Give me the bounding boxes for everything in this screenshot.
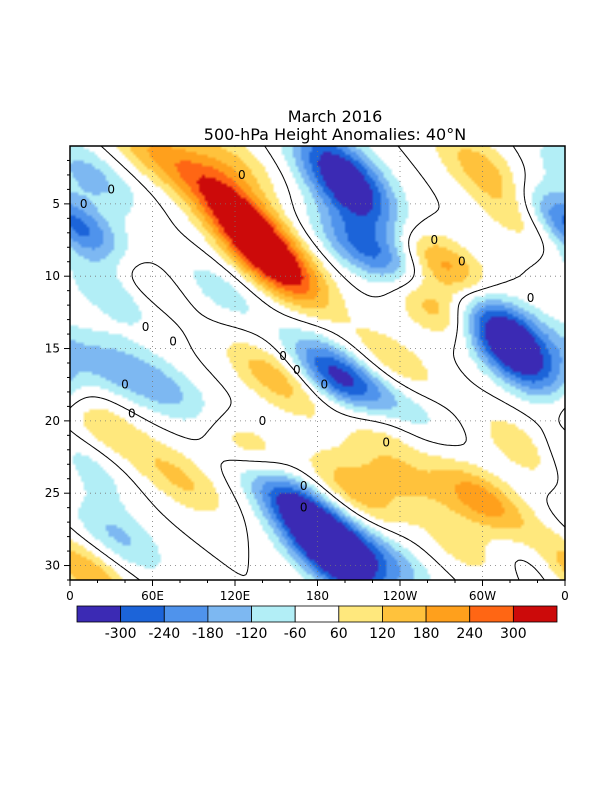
x-tick-label: 120W <box>383 589 418 603</box>
contour-label: 0 <box>321 378 329 392</box>
colorbar-label: -240 <box>148 626 180 642</box>
x-tick-label: 180 <box>306 589 329 603</box>
colorbar-swatch <box>338 605 383 623</box>
y-tick-label: 5 <box>52 197 60 211</box>
colorbar-label: -60 <box>284 626 307 642</box>
x-tick-label: 0 <box>561 589 569 603</box>
contour-label: 0 <box>279 349 287 363</box>
colorbar-label: 60 <box>330 626 348 642</box>
contour-label: 0 <box>169 334 177 348</box>
y-tick-label: 15 <box>45 342 60 356</box>
contour-label: 0 <box>259 414 267 428</box>
x-tick-label: 60E <box>141 589 164 603</box>
contour-label: 0 <box>128 407 136 421</box>
zero-contour-line <box>70 146 565 580</box>
chart-title: March 2016 <box>288 107 383 126</box>
x-tick-label: 120E <box>220 589 251 603</box>
colorbar-swatch <box>425 605 471 623</box>
colorbar-swatch <box>163 605 209 623</box>
colorbar: -300 -240 -180 -120 -60 60 120 180 240 300 <box>76 605 558 642</box>
y-tick-label: 10 <box>45 269 60 283</box>
contour-label: 0 <box>458 255 466 269</box>
colorbar-label: 120 <box>369 626 396 642</box>
contour-label: 0 <box>431 233 439 247</box>
colorbar-swatch <box>469 605 514 623</box>
colorbar-swatch <box>294 605 340 623</box>
colorbar-swatch <box>382 605 427 623</box>
anomaly-field <box>70 146 565 580</box>
chart-subtitle: 500-hPa Height Anomalies: 40°N <box>204 125 466 144</box>
colorbar-label: 300 <box>500 626 527 642</box>
contour-label: 0 <box>107 182 115 196</box>
contour-label: 0 <box>382 436 390 450</box>
y-axis: 5 10 15 20 25 30 <box>45 159 70 581</box>
colorbar-label: 180 <box>413 626 440 642</box>
colorbar-label: -300 <box>105 626 137 642</box>
contour-label: 0 <box>238 168 246 182</box>
contour-label: 0 <box>121 378 129 392</box>
colorbar-swatch <box>207 605 252 623</box>
y-tick-label: 20 <box>45 414 60 428</box>
x-tick-label: 60W <box>469 589 496 603</box>
colorbar-swatch <box>120 605 165 623</box>
colorbar-swatch <box>251 605 296 623</box>
y-tick-label: 30 <box>45 559 60 573</box>
x-tick-label: 0 <box>66 589 74 603</box>
colorbar-label: -180 <box>192 626 224 642</box>
x-axis: 0 60E 120E 180 120W 60W 0 <box>66 580 569 603</box>
y-tick-label: 25 <box>45 486 60 500</box>
colorbar-swatch <box>76 605 122 623</box>
contour-label: 0 <box>80 197 88 211</box>
colorbar-swatch <box>512 605 558 623</box>
colorbar-label: 240 <box>456 626 483 642</box>
contour-label: 0 <box>293 363 301 377</box>
contour-label: 0 <box>527 291 535 305</box>
contour-label: 0 <box>300 479 308 493</box>
contour-label: 0 <box>300 501 308 515</box>
colorbar-label: -120 <box>236 626 268 642</box>
contour-label: 0 <box>142 320 150 334</box>
